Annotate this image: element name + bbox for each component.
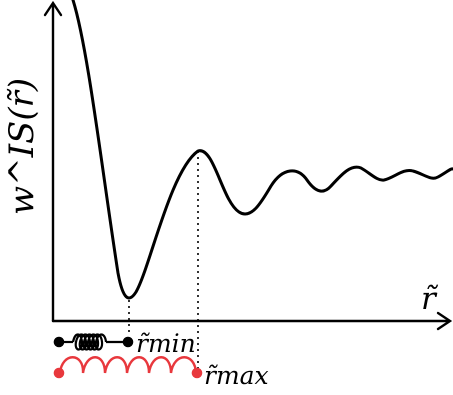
y-axis-arrowhead xyxy=(43,0,63,17)
max-spring-group xyxy=(53,356,203,379)
potential-curve xyxy=(71,0,453,300)
min-left-node xyxy=(53,336,65,348)
max-right-node xyxy=(191,367,203,379)
rmax-label: r̃max xyxy=(204,361,269,390)
x-axis-label: r̃ xyxy=(421,281,436,317)
min-right-node xyxy=(122,336,134,348)
y-axis-label: w^IS(r̃) xyxy=(2,77,42,215)
min-spring-group xyxy=(53,333,134,351)
rmin-label: r̃min xyxy=(136,329,196,358)
x-axis-arrowhead xyxy=(436,311,453,331)
max-left-node xyxy=(53,367,65,379)
min-spring-coil xyxy=(71,333,108,351)
max-spring-coil xyxy=(58,356,198,374)
